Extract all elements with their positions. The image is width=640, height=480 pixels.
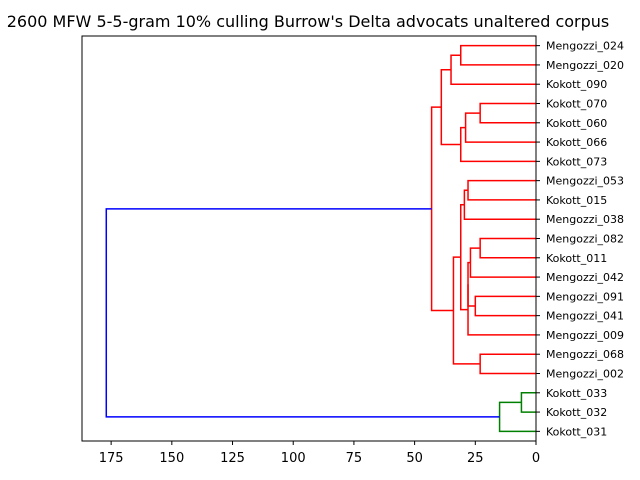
leaf-label: Kokott_032 [546, 406, 607, 419]
x-tick-label: 150 [159, 451, 184, 466]
leaf-label: Mengozzi_020 [546, 59, 624, 72]
leaf-labels: Mengozzi_024 Mengozzi_020 Kokott_090 Kokott… [536, 40, 624, 438]
x-tick-label: 25 [467, 451, 484, 466]
leaf-label: Kokott_011 [546, 252, 607, 265]
leaf-label: Mengozzi_002 [546, 368, 624, 381]
dendrogram-link-m20 [105, 208, 500, 418]
dendrogram-link-m17 [430, 106, 454, 312]
axes-frame [81, 35, 537, 442]
dendrogram-link-m19 [498, 401, 536, 433]
dendrogram-link-m11 [474, 295, 536, 317]
dendrogram-link-m8 [463, 189, 536, 220]
dendrogram-link-m16 [452, 256, 481, 365]
leaf-label: Mengozzi_091 [546, 290, 624, 303]
dendrogram-link-m15 [479, 353, 536, 375]
x-tick-label: 50 [406, 451, 423, 466]
leaf-label: Kokott_033 [546, 387, 607, 400]
dendrogram-link-m5 [459, 126, 536, 163]
x-tick-label: 100 [281, 451, 306, 466]
leaf-label: Mengozzi_041 [546, 310, 624, 323]
dendrogram-link-m14 [459, 204, 469, 311]
dendrogram-link-m4 [464, 112, 536, 143]
dendrogram-link-m12 [467, 261, 476, 307]
dendrogram-link-m1 [459, 44, 536, 66]
leaf-label: Mengozzi_053 [546, 175, 624, 188]
dendrogram-link-m7 [467, 179, 536, 201]
leaf-label: Kokott_070 [546, 98, 607, 111]
x-tick-label: 125 [220, 451, 245, 466]
dendrogram-link-m3 [479, 102, 536, 124]
dendrogram-link-m2 [450, 54, 536, 85]
leaf-label: Kokott_060 [546, 117, 607, 130]
leaf-label: Kokott_090 [546, 78, 607, 91]
leaf-label: Kokott_066 [546, 136, 607, 149]
dendrogram-link-m13 [467, 284, 536, 336]
dendrogram-links [105, 44, 536, 433]
leaf-label: Kokott_073 [546, 155, 607, 168]
leaf-label: Mengozzi_009 [546, 329, 624, 342]
leaf-label: Kokott_015 [546, 194, 607, 207]
chart-title: 2600 MFW 5-5-gram 10% culling Burrow's D… [7, 12, 610, 31]
leaf-label: Mengozzi_042 [546, 271, 624, 284]
x-tick-label: 175 [99, 451, 124, 466]
x-tick-label: 75 [346, 451, 363, 466]
leaf-label: Mengozzi_082 [546, 233, 624, 246]
x-axis-ticks: 175 150 125 100 75 50 25 0 [99, 441, 540, 466]
x-tick-label: 0 [532, 451, 540, 466]
dendrogram-link-m6 [440, 69, 461, 146]
leaf-label: Kokott_031 [546, 425, 607, 438]
leaf-label: Mengozzi_038 [546, 213, 624, 226]
dendrogram-link-m9 [479, 237, 536, 259]
dendrogram-link-m18 [520, 392, 536, 413]
leaf-label: Mengozzi_024 [546, 40, 624, 53]
leaf-label: Mengozzi_068 [546, 348, 624, 361]
